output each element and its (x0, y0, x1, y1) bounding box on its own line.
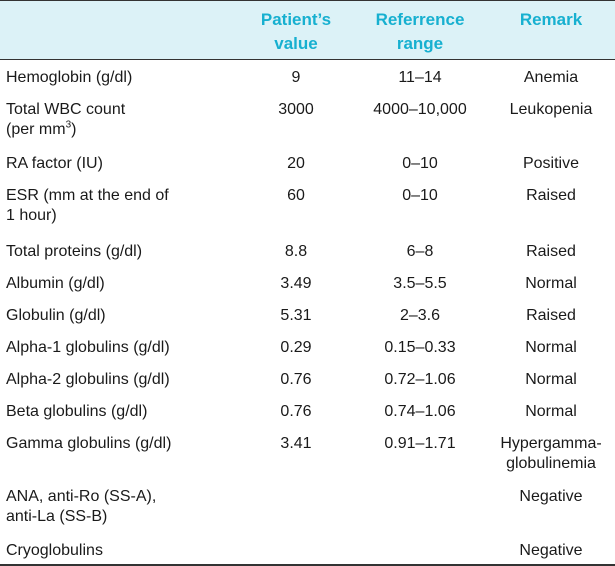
header-rule (0, 59, 615, 60)
row-6-param: Globulin (g/dl) (6, 306, 242, 326)
row-11-param-line2: anti-La (SS-B) (6, 508, 108, 525)
row-0-remark: Anemia (487, 68, 615, 88)
row-1-remark-line1: Leukopenia (509, 101, 593, 118)
header-remark: Remark (487, 8, 615, 32)
row-7-remark-line1: Normal (525, 339, 577, 356)
row-8-param-line1: Alpha-2 globulins (g/dl) (6, 371, 170, 388)
row-2-remark: Positive (487, 154, 615, 174)
row-6-param-line1: Globulin (g/dl) (6, 307, 106, 324)
row-2-param-line1: RA factor (IU) (6, 155, 103, 172)
row-9-param: Beta globulins (g/dl) (6, 402, 242, 422)
row-5-remark-line1: Normal (525, 275, 577, 292)
row-9-remark: Normal (487, 402, 615, 422)
row-1-param-unit: (per mm (6, 121, 66, 138)
row-12-param-line1: Cryoglobulins (6, 542, 103, 559)
row-3-param-line1: ESR (mm at the end of (6, 187, 169, 204)
row-11-remark: Negative (487, 487, 615, 507)
row-6-remark: Raised (487, 306, 615, 326)
row-12-remark-line1: Negative (519, 542, 583, 559)
bottom-rule (0, 564, 615, 566)
row-12-param: Cryoglobulins (6, 541, 242, 561)
header-remark-text: Remark (519, 10, 583, 29)
header-patient-value-line2: value (274, 34, 318, 53)
row-8-value: 0.76 (280, 371, 312, 388)
row-6-range: 2–3.6 (399, 307, 441, 324)
row-12-remark: Negative (487, 541, 615, 561)
row-4-range: 6–8 (406, 243, 434, 260)
row-4-remark: Raised (487, 242, 615, 262)
header-reference-range: Referrence range (350, 8, 490, 56)
row-2-range: 0–10 (402, 155, 438, 172)
row-6-value: 5.31 (280, 307, 312, 324)
header-reference-range-line1: Referrence (375, 10, 465, 29)
row-4-value: 8.8 (284, 243, 308, 260)
row-4-remark-line1: Raised (526, 243, 576, 260)
row-4-param: Total proteins (g/dl) (6, 242, 242, 262)
row-7-remark: Normal (487, 338, 615, 358)
row-8-param: Alpha-2 globulins (g/dl) (6, 370, 242, 390)
row-2-param: RA factor (IU) (6, 154, 242, 174)
row-9-value: 0.76 (280, 403, 312, 420)
row-8-remark-line1: Normal (525, 371, 577, 388)
row-0-value: 9 (291, 69, 301, 86)
header-patient-value-line1: Patient’s (260, 10, 332, 29)
row-5-param: Albumin (g/dl) (6, 274, 242, 294)
row-5-range: 3.5–5.5 (393, 275, 447, 292)
row-10-value: 3.41 (280, 435, 312, 452)
row-11-param: ANA, anti-Ro (SS-A), anti-La (SS-B) (6, 487, 242, 527)
row-0-remark-line1: Anemia (523, 69, 579, 86)
row-1-param-close: ) (71, 121, 77, 138)
row-9-range: 0.74–1.06 (384, 403, 456, 420)
row-3-remark: Raised (487, 186, 615, 206)
row-3-param: ESR (mm at the end of 1 hour) (6, 186, 242, 226)
row-1-remark: Leukopenia (487, 100, 615, 120)
row-3-value: 60 (287, 187, 305, 204)
row-2-remark-line1: Positive (522, 155, 580, 172)
row-1-range: 4000–10,000 (373, 101, 467, 118)
row-1-param: Total WBC count (per mm3) (6, 100, 242, 140)
row-10-remark: Hypergamma- globulinemia (487, 434, 615, 474)
row-10-range: 0.91–1.71 (384, 435, 456, 452)
top-rule (0, 0, 615, 1)
row-10-param: Gamma globulins (g/dl) (6, 434, 242, 454)
row-8-remark: Normal (487, 370, 615, 390)
row-1-value: 3000 (278, 101, 314, 118)
row-9-remark-line1: Normal (525, 403, 577, 420)
row-1-param-line1: Total WBC count (6, 101, 126, 118)
row-7-range: 0.15–0.33 (384, 339, 456, 356)
header-reference-range-line2: range (396, 34, 444, 53)
row-6-remark-line1: Raised (526, 307, 576, 324)
row-3-range: 0–10 (402, 187, 438, 204)
row-5-remark: Normal (487, 274, 615, 294)
row-4-param-line1: Total proteins (g/dl) (6, 243, 143, 260)
row-1-param-superscript: 3 (65, 119, 72, 131)
row-7-param-line1: Alpha-1 globulins (g/dl) (6, 339, 170, 356)
header-patient-value: Patient’s value (245, 8, 347, 56)
row-7-value: 0.29 (280, 339, 312, 356)
row-1-param-line2: (per mm3) (6, 120, 242, 140)
row-3-remark-line1: Raised (526, 187, 576, 204)
row-10-param-line1: Gamma globulins (g/dl) (6, 435, 172, 452)
row-9-param-line1: Beta globulins (g/dl) (6, 403, 148, 420)
row-2-value: 20 (287, 155, 305, 172)
row-5-value: 3.49 (280, 275, 312, 292)
row-7-param: Alpha-1 globulins (g/dl) (6, 338, 242, 358)
row-10-remark-line1: Hypergamma- (500, 435, 602, 452)
row-3-param-line2: 1 hour) (6, 207, 57, 224)
table-header: Patient’s value Referrence range Remark (0, 0, 615, 60)
row-0-param-line1: Hemoglobin (g/dl) (6, 69, 133, 86)
row-0-param: Hemoglobin (g/dl) (6, 68, 242, 88)
row-0-range: 11–14 (398, 69, 442, 86)
row-8-range: 0.72–1.06 (384, 371, 456, 388)
row-11-remark-line1: Negative (519, 488, 583, 505)
row-5-param-line1: Albumin (g/dl) (6, 275, 105, 292)
row-10-remark-line2: globulinemia (506, 455, 596, 472)
row-11-param-line1: ANA, anti-Ro (SS-A), (6, 488, 157, 505)
